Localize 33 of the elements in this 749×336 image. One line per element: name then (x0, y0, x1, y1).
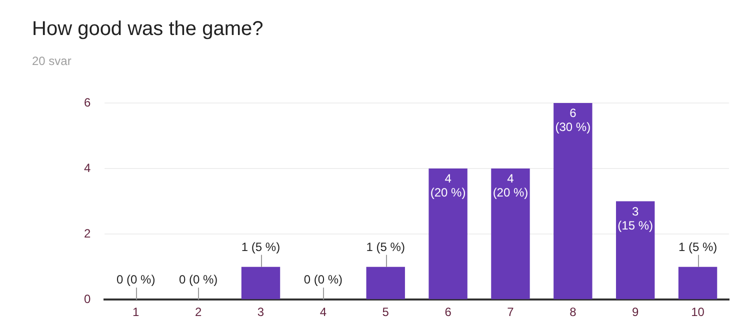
x-tick-label: 6 (444, 305, 452, 320)
data-label: 3 (15 %) (618, 204, 654, 232)
bar (491, 168, 530, 300)
x-tick-label: 3 (257, 305, 264, 320)
x-tick-label: 9 (632, 305, 640, 320)
y-tick-label: 4 (84, 160, 91, 175)
x-tick-label: 4 (320, 305, 327, 320)
data-label: 0 (0 %) (178, 272, 218, 287)
x-tick-label: 10 (691, 305, 705, 320)
data-label: 6 (30 %) (555, 106, 591, 134)
data-label: 4 (20 %) (492, 172, 528, 200)
bar (554, 103, 592, 300)
bar (616, 201, 655, 300)
bar (241, 266, 280, 300)
data-label: 0 (0 %) (116, 272, 156, 287)
bar (366, 266, 405, 300)
data-label: 1 (5 %) (241, 240, 280, 254)
data-label: 0 (0 %) (304, 272, 343, 287)
x-tick-label: 8 (570, 305, 577, 320)
x-tick-label: 2 (194, 305, 202, 320)
data-label: 1 (5 %) (678, 240, 718, 254)
y-tick-label: 0 (84, 292, 91, 306)
bar (428, 168, 468, 300)
y-tick-label: 2 (84, 226, 91, 240)
x-tick-label: 7 (507, 305, 514, 320)
chart-subtitle: 20 svar (32, 54, 72, 68)
data-label: 4 (20 %) (430, 172, 466, 200)
chart-title: How good was the game? (32, 18, 264, 41)
x-tick-label: 5 (382, 305, 390, 320)
x-tick-label: 1 (132, 305, 140, 320)
data-label: 1 (5 %) (366, 240, 405, 254)
y-tick-label: 6 (84, 95, 91, 110)
bar (678, 266, 718, 300)
